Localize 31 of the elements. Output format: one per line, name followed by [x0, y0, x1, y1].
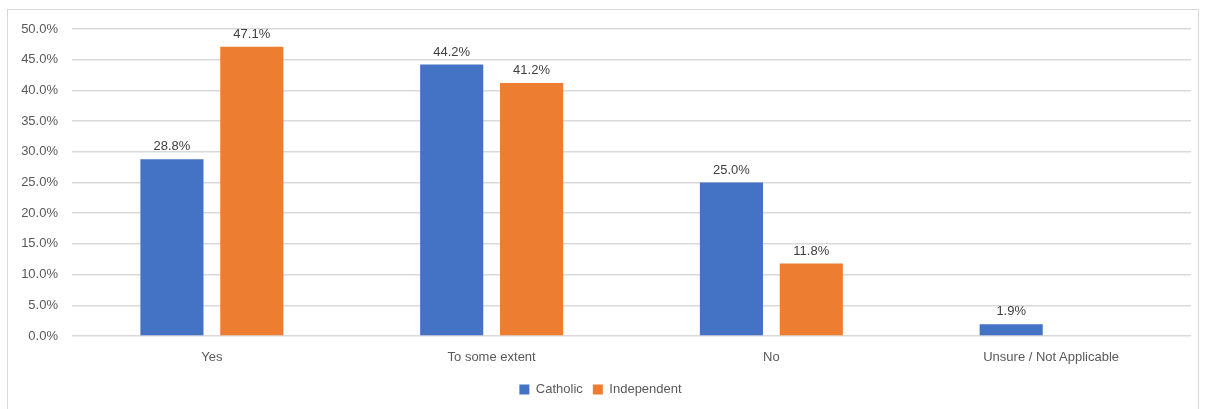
x-tick-label: To some extent: [447, 349, 537, 365]
y-tick-label: 15.0%: [21, 235, 59, 251]
y-tick-label: 30.0%: [21, 143, 59, 159]
y-tick-label: 5.0%: [28, 296, 59, 312]
y-tick-label: 25.0%: [21, 174, 59, 190]
bar: [420, 64, 484, 336]
data-label: 11.8%: [793, 242, 830, 258]
legend-label: Independent: [609, 381, 683, 397]
y-tick-label: 35.0%: [21, 112, 59, 128]
data-label: 44.2%: [433, 43, 471, 59]
y-tick-label: 10.0%: [21, 266, 59, 282]
data-label: 28.8%: [153, 138, 191, 154]
data-label: 1.9%: [996, 303, 1027, 319]
bar: [779, 263, 843, 336]
y-tick-label: 45.0%: [21, 51, 59, 67]
data-label: 47.1%: [233, 25, 271, 41]
y-tick-label: 0.0%: [28, 327, 59, 343]
bar: [979, 324, 1043, 336]
bar: [699, 182, 763, 336]
y-tick-label: 20.0%: [21, 204, 59, 220]
data-label: 25.0%: [713, 161, 751, 177]
legend-label: Catholic: [535, 381, 584, 397]
y-tick-label: 40.0%: [21, 81, 59, 97]
y-tick-label: 50.0%: [21, 20, 59, 36]
bar: [220, 46, 284, 336]
bar: [500, 83, 564, 336]
bar: [140, 159, 204, 336]
x-tick-label: Unsure / Not Applicable: [983, 349, 1120, 365]
x-tick-label: Yes: [201, 349, 223, 365]
data-label: 41.2%: [513, 62, 551, 78]
x-tick-label: No: [763, 349, 780, 365]
